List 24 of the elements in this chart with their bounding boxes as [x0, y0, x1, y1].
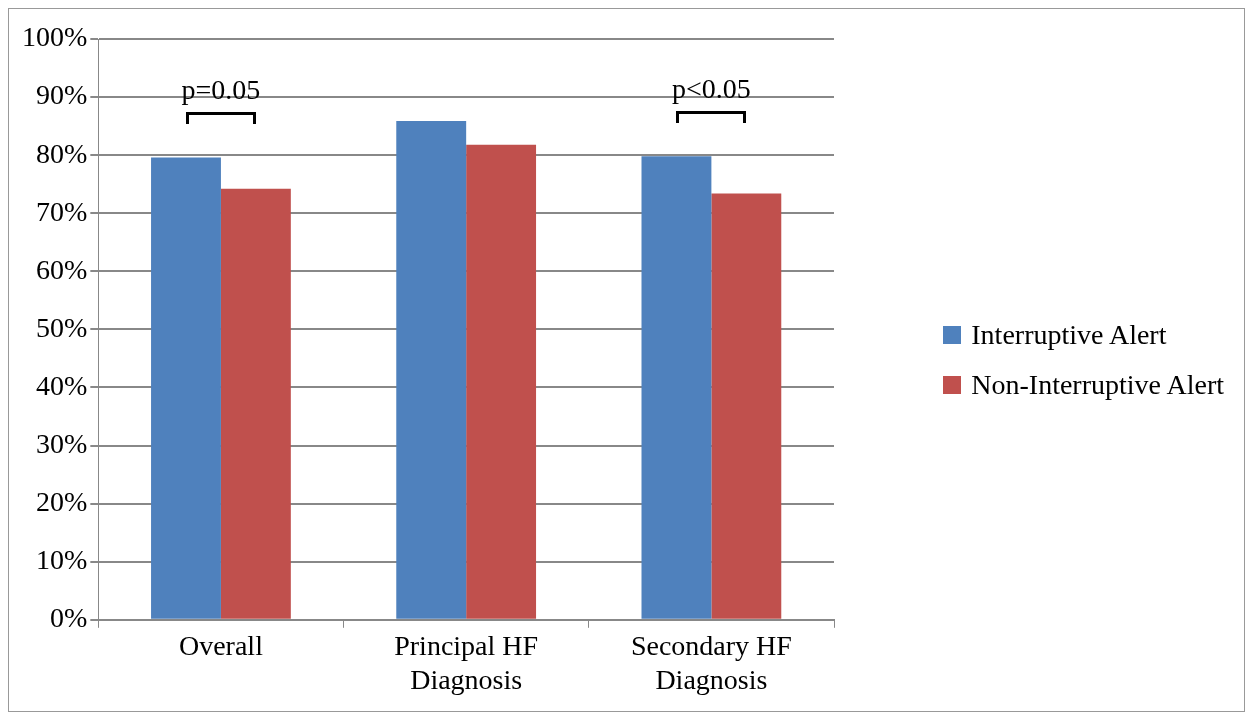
y-tick-label: 100%: [22, 21, 88, 53]
y-tick-label: 10%: [36, 544, 88, 576]
y-tick-label: 40%: [36, 369, 88, 401]
x-tick-label: Principal HF Diagnosis: [394, 629, 539, 695]
y-tick-label: 80%: [36, 137, 88, 169]
y-tick-label: 50%: [36, 311, 88, 343]
bar: [396, 120, 467, 619]
bar: [151, 157, 221, 619]
bar: [220, 188, 291, 619]
bar: [466, 144, 537, 619]
y-tick-label: 60%: [36, 253, 88, 285]
x-tick-label: Secondary HF Diagnosis: [630, 629, 792, 695]
y-tick-label: 30%: [36, 427, 88, 459]
y-tick-label: 20%: [36, 486, 88, 517]
bar: [641, 156, 712, 619]
legend-label: Interruptive Alert: [971, 319, 1167, 351]
annotation: p<0.05: [671, 73, 751, 106]
y-tick-label: 70%: [36, 195, 88, 227]
annotation: p=0.05: [181, 74, 261, 107]
x-tick-label: Overall: [178, 629, 264, 661]
y-tick-label: 90%: [36, 79, 88, 111]
bar: [711, 193, 782, 619]
y-tick-label: 0%: [50, 602, 88, 634]
legend-label: Non-Interruptive Alert: [971, 369, 1224, 401]
